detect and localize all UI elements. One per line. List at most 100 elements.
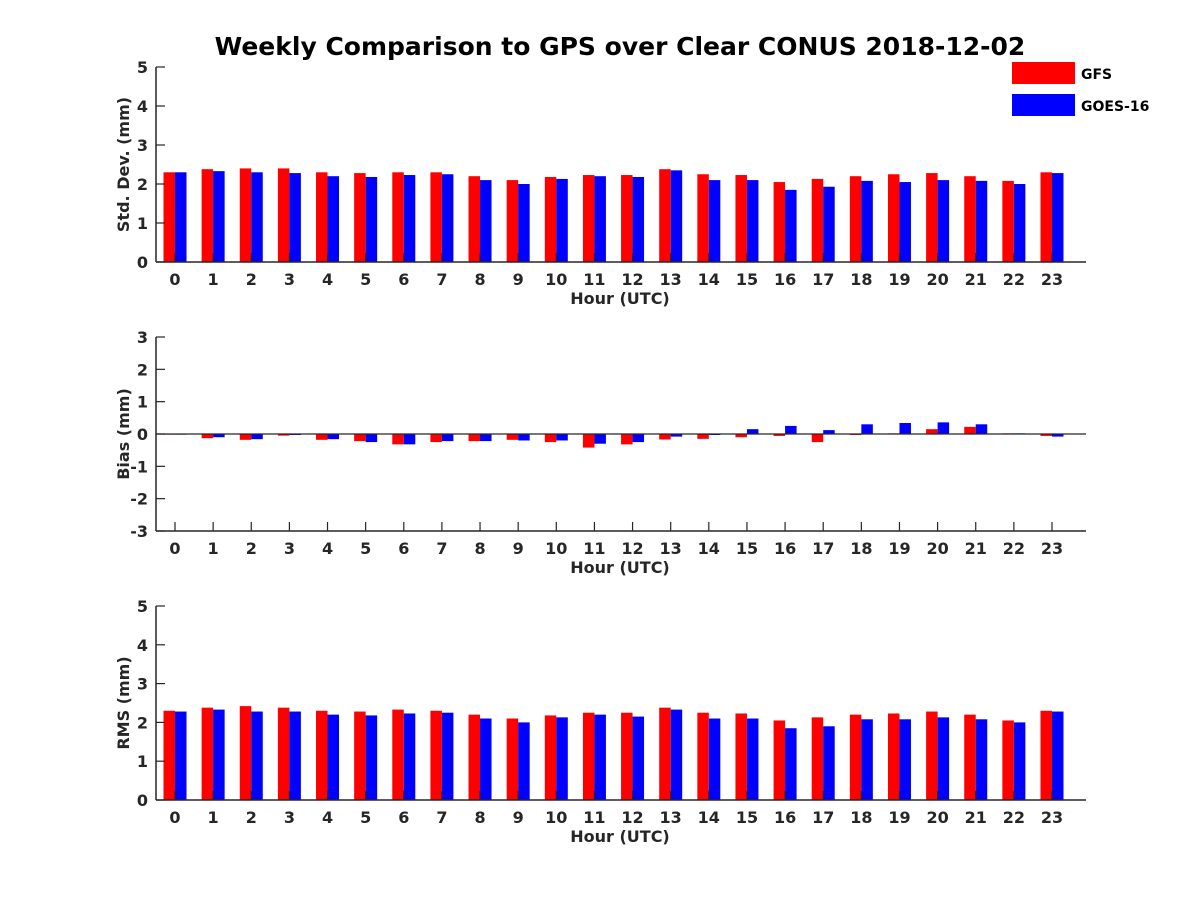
bias-bar-gfs-7 — [430, 434, 442, 443]
bias-bar-gfs-16 — [773, 434, 786, 436]
bias-bar-goes16-1 — [213, 434, 225, 438]
stddev-bar-goes16-5 — [365, 176, 378, 262]
stddev-ytick-label: 5 — [137, 58, 148, 77]
stddev-bar-goes16-7 — [441, 174, 454, 262]
rms-bar-gfs-16 — [773, 720, 786, 800]
rms-ytick-label: 2 — [137, 713, 148, 732]
rms-bar-gfs-18 — [849, 714, 862, 800]
bias-bar-goes16-17 — [823, 430, 835, 434]
stddev-xtick-label: 12 — [621, 270, 643, 289]
stddev-bar-goes16-22 — [1013, 184, 1026, 262]
rms-ytick-label: 3 — [137, 675, 148, 694]
stddev-bar-gfs-3 — [277, 168, 290, 262]
stddev-bar-goes16-21 — [975, 180, 988, 262]
bias-bar-gfs-20 — [926, 429, 938, 434]
chart-title: Weekly Comparison to GPS over Clear CONU… — [215, 32, 1026, 61]
stddev-bar-goes16-6 — [403, 175, 416, 262]
rms-xtick-label: 17 — [812, 808, 834, 827]
stddev-bar-gfs-2 — [239, 168, 252, 262]
stddev-xtick-label: 15 — [736, 270, 758, 289]
bias-ytick-label: 3 — [137, 328, 148, 347]
rms-bar-goes16-13 — [670, 709, 683, 800]
stddev-bar-gfs-6 — [392, 172, 404, 262]
stddev-bar-gfs-4 — [316, 172, 328, 262]
rms-xtick-label: 1 — [208, 808, 219, 827]
rms-bar-goes16-15 — [746, 718, 759, 800]
bias-x-axis-label: Hour (UTC) — [570, 558, 670, 577]
bias-bar-gfs-5 — [354, 434, 366, 442]
stddev-bar-goes16-11 — [594, 176, 606, 262]
rms-bar-goes16-0 — [175, 711, 187, 800]
stddev-xtick-label: 23 — [1041, 270, 1063, 289]
rms-bar-goes16-23 — [1051, 711, 1064, 800]
rms-xtick-label: 13 — [660, 808, 682, 827]
rms-bar-goes16-19 — [899, 719, 911, 800]
rms-bar-gfs-14 — [697, 712, 709, 800]
stddev-xtick-label: 2 — [246, 270, 257, 289]
rms-x-axis-label: Hour (UTC) — [570, 827, 670, 846]
bias-xtick-label: 10 — [545, 539, 567, 558]
bias-bar-goes16-19 — [899, 423, 911, 434]
bias-bar-goes16-10 — [556, 434, 568, 441]
bias-xtick-label: 3 — [284, 539, 295, 558]
bias-bar-goes16-11 — [594, 434, 606, 444]
bias-bar-goes16-15 — [746, 429, 759, 434]
stddev-bar-gfs-11 — [582, 175, 595, 262]
bias-ytick-label: 2 — [137, 360, 148, 379]
bias-xtick-label: 4 — [322, 539, 333, 558]
legend: GFS GOES-16 — [1012, 62, 1149, 116]
bias-bar-gfs-1 — [201, 434, 214, 439]
rms-bar-gfs-15 — [735, 713, 747, 800]
rms-bar-goes16-18 — [861, 719, 873, 800]
stddev-xtick-label: 4 — [322, 270, 333, 289]
bias-bar-goes16-6 — [403, 434, 416, 445]
bias-bar-goes16-7 — [441, 434, 454, 442]
legend-swatch-gfs — [1012, 62, 1075, 84]
stddev-bar-goes16-1 — [213, 171, 225, 262]
bias-xtick-label: 11 — [583, 539, 605, 558]
stddev-xtick-label: 5 — [360, 270, 371, 289]
stddev-xtick-label: 19 — [888, 270, 910, 289]
legend-swatch-goes16 — [1012, 94, 1075, 116]
rms-bar-goes16-22 — [1013, 722, 1026, 800]
stddev-xtick-label: 14 — [698, 270, 720, 289]
bias-bar-gfs-10 — [544, 434, 557, 443]
bias-xtick-label: 19 — [888, 539, 910, 558]
bias-bar-gfs-6 — [392, 434, 404, 445]
bias-bar-gfs-9 — [506, 434, 519, 440]
stddev-bar-gfs-15 — [735, 175, 747, 262]
rms-xtick-label: 3 — [284, 808, 295, 827]
bias-bar-goes16-2 — [251, 434, 263, 440]
stddev-bar-goes16-14 — [708, 180, 721, 262]
bias-xtick-label: 9 — [513, 539, 524, 558]
bias-bar-goes16-13 — [670, 434, 683, 437]
bias-y-axis-label: Bias (mm) — [114, 388, 133, 480]
stddev-bar-gfs-8 — [468, 176, 481, 262]
stddev-xtick-label: 1 — [208, 270, 219, 289]
bias-ytick-label: -2 — [130, 490, 148, 509]
stddev-y-axis-label: Std. Dev. (mm) — [114, 97, 133, 232]
bias-bar-gfs-2 — [239, 434, 252, 440]
bias-ytick-label: -1 — [130, 457, 148, 476]
bias-xtick-label: 2 — [246, 539, 257, 558]
bias-xtick-label: 1 — [208, 539, 219, 558]
rms-xtick-label: 4 — [322, 808, 333, 827]
bias-bar-gfs-11 — [582, 434, 595, 448]
stddev-bar-goes16-19 — [899, 182, 911, 262]
bias-bar-goes16-23 — [1051, 434, 1064, 437]
bias-xtick-label: 13 — [660, 539, 682, 558]
rms-xtick-label: 9 — [513, 808, 524, 827]
rms-ytick-label: 0 — [137, 791, 148, 810]
rms-xtick-label: 22 — [1003, 808, 1025, 827]
stddev-xtick-label: 22 — [1003, 270, 1025, 289]
bias-xtick-label: 12 — [621, 539, 643, 558]
bias-xtick-label: 8 — [474, 539, 485, 558]
stddev-xtick-label: 13 — [660, 270, 682, 289]
bias-ytick-label: 1 — [137, 393, 148, 412]
bias-bar-goes16-8 — [480, 434, 492, 442]
bias-xtick-label: 16 — [774, 539, 796, 558]
stddev-xtick-label: 16 — [774, 270, 796, 289]
stddev-ytick-label: 4 — [137, 97, 148, 116]
stddev-bar-gfs-18 — [849, 176, 862, 262]
